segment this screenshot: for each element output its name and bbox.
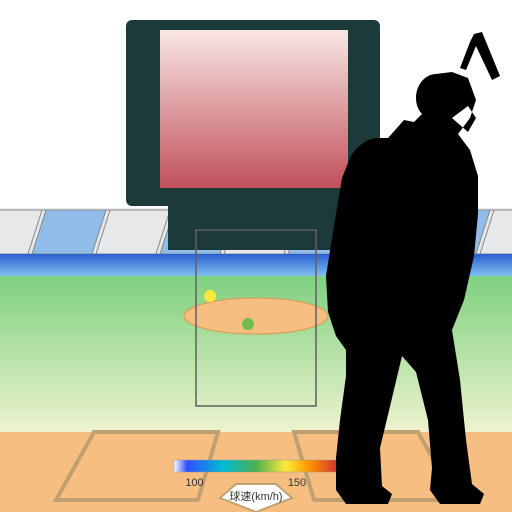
legend-label: 球速(km/h) [229, 489, 282, 503]
pitch-location-chart: 100 150 球速(km/h) [0, 0, 512, 512]
pitch-marker [204, 290, 216, 302]
mound [184, 298, 328, 334]
pitch-marker [242, 318, 254, 330]
legend-tick: 150 [288, 477, 306, 489]
legend-tick: 100 [185, 477, 203, 489]
scoreboard-screen [160, 30, 348, 188]
